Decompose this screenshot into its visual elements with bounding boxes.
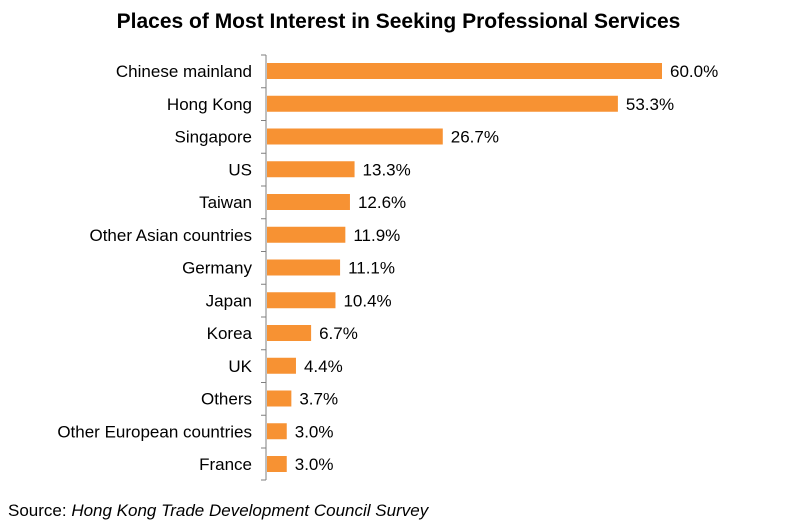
bar bbox=[267, 259, 341, 276]
category-labels: Chinese mainland Hong Kong Singapore US Taiw… bbox=[57, 62, 252, 474]
category-label: Other European countries bbox=[57, 422, 252, 441]
data-label: 3.0% bbox=[295, 422, 334, 441]
category-label: Germany bbox=[182, 259, 252, 278]
data-label: 10.4% bbox=[343, 291, 391, 310]
source-label: Source: bbox=[8, 501, 72, 520]
value-labels: 60.0% 53.3% 26.7% 13.3% 12.6% 11.9% 11.1% 10.4%… bbox=[295, 62, 718, 474]
bars-layer bbox=[267, 63, 662, 472]
bar bbox=[267, 128, 443, 145]
data-label: 3.7% bbox=[299, 390, 338, 409]
category-label: Other Asian countries bbox=[89, 226, 252, 245]
category-label: Chinese mainland bbox=[116, 62, 252, 81]
category-label: Others bbox=[201, 390, 252, 409]
data-label: 26.7% bbox=[451, 128, 499, 147]
data-label: 60.0% bbox=[670, 62, 718, 81]
category-label: UK bbox=[228, 357, 252, 376]
data-label: 53.3% bbox=[626, 95, 674, 114]
data-label: 6.7% bbox=[319, 324, 358, 343]
bar bbox=[267, 63, 662, 79]
bar bbox=[267, 325, 312, 341]
y-axis bbox=[261, 54, 267, 481]
category-label: France bbox=[199, 455, 252, 474]
bar bbox=[267, 226, 346, 243]
bar bbox=[267, 194, 350, 210]
data-label: 11.9% bbox=[353, 226, 400, 245]
category-label: US bbox=[228, 160, 252, 179]
bar bbox=[267, 161, 355, 178]
bar bbox=[267, 95, 618, 112]
chart-title: Places of Most Interest in Seeking Profe… bbox=[116, 10, 681, 33]
category-label: Japan bbox=[206, 291, 252, 310]
source-name: Hong Kong Trade Development Council Surv… bbox=[71, 501, 429, 520]
data-label: 13.3% bbox=[363, 160, 411, 179]
category-label: Taiwan bbox=[199, 193, 252, 212]
data-label: 4.4% bbox=[304, 357, 343, 376]
data-label: 11.1% bbox=[348, 259, 395, 278]
bar bbox=[267, 390, 292, 407]
bar bbox=[267, 292, 336, 309]
bar bbox=[267, 423, 287, 440]
category-label: Hong Kong bbox=[167, 95, 252, 114]
data-label: 3.0% bbox=[295, 455, 334, 474]
bar bbox=[267, 357, 296, 374]
category-label: Korea bbox=[207, 324, 253, 343]
category-label: Singapore bbox=[174, 128, 252, 147]
source-note: Source: Hong Kong Trade Development Coun… bbox=[8, 500, 428, 522]
data-label: 12.6% bbox=[358, 193, 406, 212]
bar bbox=[267, 456, 287, 472]
